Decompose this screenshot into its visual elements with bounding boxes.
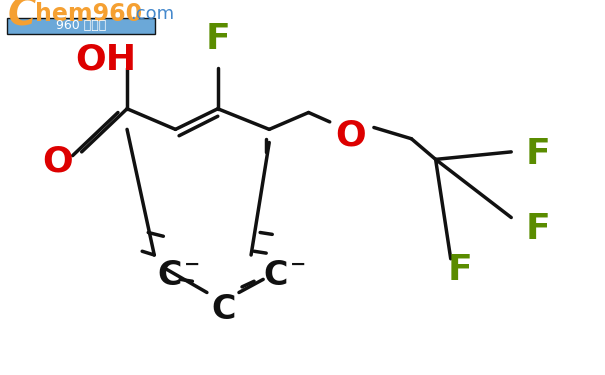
Text: −: − <box>290 255 307 274</box>
Text: F: F <box>526 137 551 171</box>
Text: F: F <box>448 253 472 287</box>
Text: C: C <box>212 293 236 326</box>
Text: F: F <box>206 22 230 56</box>
Text: .com: .com <box>130 5 174 23</box>
Text: −: − <box>184 255 201 274</box>
Text: O: O <box>336 118 366 152</box>
Text: 960 化工网: 960 化工网 <box>56 20 106 32</box>
Text: OH: OH <box>75 43 137 77</box>
Text: C: C <box>157 259 182 292</box>
Text: O: O <box>42 144 73 178</box>
FancyBboxPatch shape <box>7 18 155 34</box>
Text: F: F <box>526 212 551 246</box>
Text: C: C <box>263 259 287 292</box>
Text: hem960: hem960 <box>35 2 142 26</box>
Text: C: C <box>7 0 36 34</box>
